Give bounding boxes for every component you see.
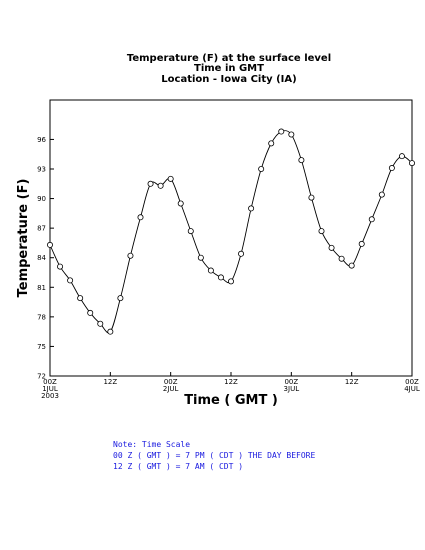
data-point	[157, 182, 164, 189]
y-tick-label: 93	[37, 166, 46, 174]
data-point	[77, 295, 84, 302]
y-tick-label: 78	[37, 313, 46, 321]
note-line-1: Note: Time Scale	[113, 440, 191, 449]
data-point	[177, 200, 184, 207]
data-point	[348, 262, 355, 269]
plot-frame	[49, 99, 413, 377]
y-tick-label: 90	[37, 195, 46, 203]
chart-title-line-1: Temperature (F) at the surface level	[127, 53, 331, 64]
y-tick-label: 75	[37, 343, 46, 351]
x-tick-label: 12Z	[345, 378, 359, 386]
data-point	[67, 277, 74, 284]
x-tick-label: 00Z	[405, 378, 419, 386]
chart-title-line-3: Location - Iowa City (IA)	[161, 74, 296, 85]
x-axis-label: Time ( GMT )	[184, 393, 278, 408]
time-scale-note: Note: Time Scale 00 Z ( GMT ) = 7 PM ( C…	[113, 439, 315, 472]
x-tick-label: 12Z	[224, 378, 238, 386]
data-point	[117, 295, 124, 302]
data-point	[167, 175, 174, 182]
y-tick-label: 84	[37, 254, 46, 262]
x-tick-label: 00Z	[284, 378, 298, 386]
data-point	[308, 194, 315, 201]
data-point	[368, 216, 375, 223]
x-tick-label: 3JUL	[284, 385, 300, 393]
data-point	[57, 263, 64, 270]
data-point	[248, 205, 255, 212]
data-point	[207, 267, 214, 274]
note-line-2: 00 Z ( GMT ) = 7 PM ( CDT ) THE DAY BEFO…	[113, 451, 316, 460]
data-point	[298, 157, 305, 164]
temperature-series-line	[49, 130, 413, 334]
x-tick-label: 2003	[41, 392, 59, 400]
data-point	[268, 140, 275, 147]
data-point	[147, 180, 154, 187]
x-tick-label: 00Z	[43, 378, 57, 386]
data-point	[127, 252, 134, 259]
data-point	[328, 244, 335, 251]
data-point	[398, 153, 405, 160]
y-tick-label: 96	[37, 136, 46, 144]
data-point	[227, 278, 234, 285]
y-axis-label: Temperature (F)	[16, 179, 31, 298]
x-tick-label: 2JUL	[163, 385, 179, 393]
x-tick-label: 1JUL	[42, 385, 58, 393]
data-point	[408, 160, 415, 167]
y-axis: 72 75 78 81 84 87 90 93 96	[37, 136, 54, 381]
x-tick-label: 00Z	[164, 378, 178, 386]
data-point	[258, 165, 265, 172]
y-tick-label: 81	[37, 284, 46, 292]
chart-title-line-2: Time in GMT	[194, 63, 264, 74]
note-line-3: 12 Z ( GMT ) = 7 AM ( CDT )	[113, 462, 244, 471]
data-point	[107, 328, 114, 335]
data-point	[288, 131, 295, 138]
y-tick-label: 72	[37, 373, 46, 381]
data-point	[388, 165, 395, 172]
data-point	[187, 228, 194, 235]
data-point	[47, 241, 54, 248]
temperature-series-points	[47, 128, 415, 335]
data-point	[97, 320, 104, 327]
data-point	[87, 309, 94, 316]
data-point	[137, 214, 144, 221]
x-tick-label: 4JUL	[404, 385, 420, 393]
data-point	[378, 191, 385, 198]
data-point	[278, 128, 285, 135]
y-tick-label: 87	[37, 225, 46, 233]
x-tick-label: 12Z	[103, 378, 117, 386]
data-point	[338, 255, 345, 262]
data-point	[358, 240, 365, 247]
data-point	[318, 228, 325, 235]
data-point	[197, 254, 204, 261]
data-point	[238, 250, 245, 257]
data-point	[217, 274, 224, 281]
